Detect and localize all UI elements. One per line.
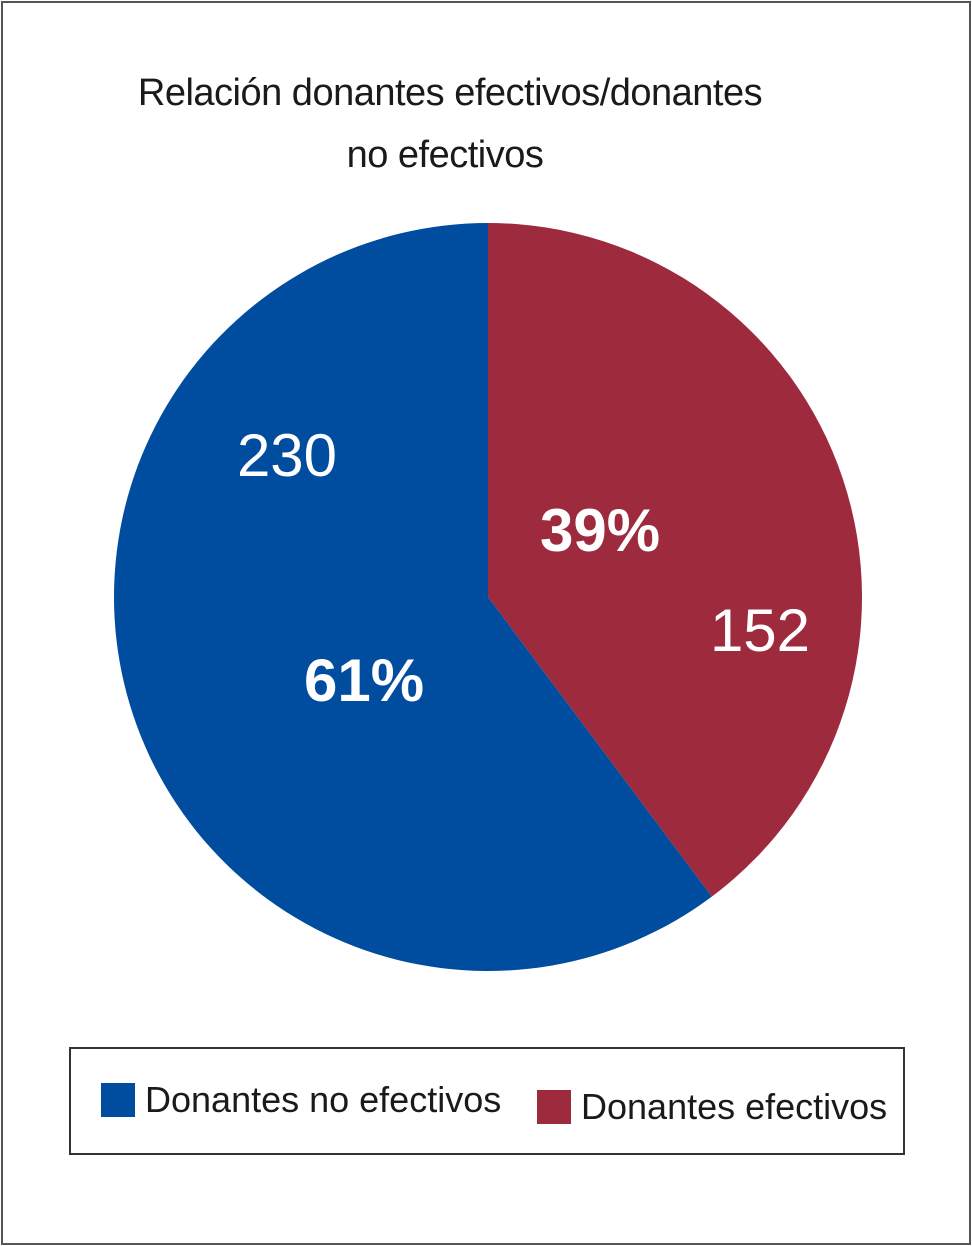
slice-percent-label-no-efectivos: 61%	[304, 647, 424, 714]
pie-slice-donantes-no-efectivos	[114, 223, 712, 972]
slice-value-label-no-efectivos: 230	[237, 422, 337, 489]
legend-item-efectivos: Donantes efectivos	[537, 1086, 887, 1128]
chart-title-line-2: no efectivos	[346, 134, 544, 176]
slice-value-label-efectivos: 152	[710, 597, 810, 664]
legend-label-efectivos: Donantes efectivos	[581, 1086, 888, 1127]
legend-item-no-efectivos: Donantes no efectivos	[101, 1079, 501, 1121]
chart-title: Relación donantes efectivos/donantes no …	[0, 62, 900, 186]
legend-swatch-no-efectivos	[101, 1083, 135, 1117]
legend: Donantes no efectivos Donantes efectivos	[69, 1047, 905, 1155]
legend-label-no-efectivos: Donantes no efectivos	[145, 1079, 502, 1120]
chart-title-line-1: Relación donantes efectivos/donantes	[137, 72, 763, 114]
slice-percent-label-efectivos: 39%	[540, 497, 660, 564]
legend-swatch-efectivos	[537, 1090, 571, 1124]
pie-slice-donantes-efectivos	[488, 223, 862, 897]
